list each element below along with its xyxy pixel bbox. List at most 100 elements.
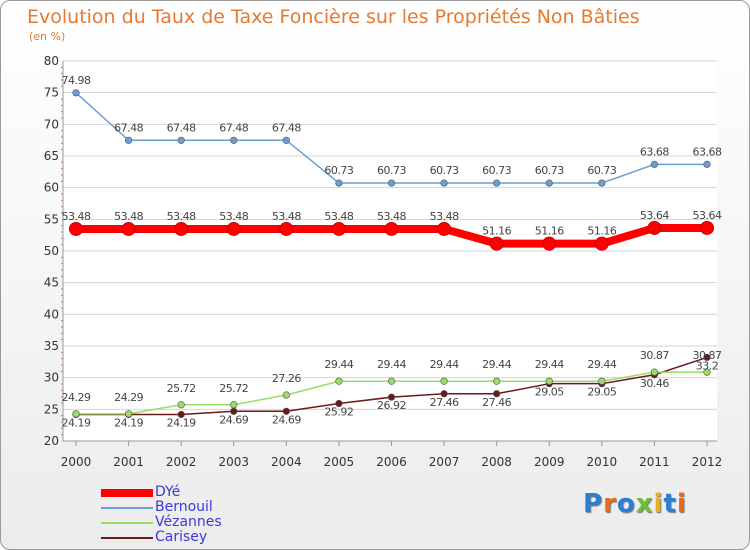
data-label: 63.68 (640, 145, 669, 158)
data-label: 25.72 (219, 382, 248, 395)
data-point (387, 393, 396, 401)
data-label: 60.73 (535, 164, 564, 177)
legend-label: Bernouil (155, 499, 213, 515)
data-point (177, 136, 185, 144)
data-point (124, 136, 133, 144)
series-lines (69, 89, 714, 419)
data-point (700, 220, 714, 235)
x-tick-label: 2005 (324, 455, 355, 469)
x-tick-label: 2009 (534, 455, 565, 469)
legend-label: Carisey (155, 529, 208, 545)
x-tick-label: 2001 (113, 455, 144, 469)
data-point (72, 89, 80, 97)
data-label: 67.48 (219, 121, 248, 134)
data-point (69, 221, 83, 236)
logo-letter: t (663, 489, 677, 519)
data-label: 29.05 (535, 386, 564, 399)
y-tick-label: 80 (44, 54, 59, 68)
y-tick-label: 25 (44, 402, 59, 416)
y-tick-label: 45 (44, 276, 59, 290)
data-label: 53.64 (693, 209, 722, 222)
data-point (124, 410, 133, 418)
data-point (440, 377, 448, 385)
legend-label: DYé (155, 484, 181, 500)
y-tick-label: 75 (44, 86, 59, 100)
data-point (230, 401, 238, 409)
data-label: 29.44 (535, 358, 564, 371)
data-label: 63.68 (693, 145, 722, 158)
x-tick-label: 2003 (218, 455, 249, 469)
data-point (387, 377, 396, 385)
proxiti-logo: Proxiti (583, 489, 687, 519)
data-point (598, 179, 606, 187)
data-point (545, 377, 553, 385)
data-label: 24.19 (167, 416, 196, 429)
data-point (650, 160, 659, 168)
data-label: 30.87 (693, 349, 722, 362)
x-tick-label: 2008 (481, 455, 512, 469)
x-tick-label: 2007 (429, 455, 460, 469)
data-label: 29.44 (587, 358, 616, 371)
data-label: 60.73 (430, 164, 459, 177)
data-label: 29.05 (587, 386, 616, 399)
legend-swatch (101, 522, 153, 524)
data-label: 25.72 (167, 382, 196, 395)
data-label: 51.16 (587, 225, 616, 238)
data-label: 60.73 (587, 164, 616, 177)
legend-swatch (101, 489, 153, 497)
data-point (226, 221, 241, 236)
y-tick-label: 55 (44, 212, 59, 226)
data-point (703, 353, 711, 362)
data-label: 53.48 (114, 210, 143, 223)
data-point (174, 221, 189, 236)
data-label: 30.46 (640, 377, 669, 390)
x-tick-label: 2004 (271, 455, 302, 469)
data-point (594, 236, 609, 251)
data-point (387, 179, 396, 187)
data-point (121, 221, 136, 236)
axes: 20 25 30 35 40 45 50 55 60 65 70 75 80 2000 2001 2002 20… (44, 54, 723, 469)
data-point (493, 390, 501, 398)
data-point (493, 179, 501, 187)
data-label: 27.26 (272, 372, 301, 385)
y-tick-label: 70 (44, 117, 59, 131)
y-tick-label: 65 (44, 149, 59, 163)
data-point (331, 221, 346, 236)
data-label: 67.48 (272, 121, 301, 134)
data-label: 53.48 (219, 210, 248, 223)
y-tick-label: 20 (44, 434, 59, 448)
data-point (282, 136, 290, 144)
data-point (703, 160, 711, 168)
data-point (650, 368, 659, 376)
data-point (542, 236, 557, 251)
data-label: 60.73 (377, 164, 406, 177)
data-point (282, 407, 290, 415)
grid-lines (63, 60, 717, 442)
legend-swatch (101, 507, 153, 509)
x-tick-label: 2011 (639, 455, 670, 469)
data-label: 53.48 (167, 210, 196, 223)
data-label: 33.2 (696, 359, 719, 372)
data-point (384, 221, 399, 236)
data-point (335, 179, 343, 187)
data-label: 24.19 (62, 416, 91, 429)
data-label: 24.69 (272, 413, 301, 426)
y-tick-label: 40 (44, 307, 59, 321)
data-label: 25.92 (324, 406, 353, 419)
data-label: 29.44 (430, 358, 459, 371)
data-label: 60.73 (324, 164, 353, 177)
legend-swatch (101, 537, 153, 539)
logo-letter: i (653, 489, 664, 519)
data-point (703, 368, 711, 376)
y-tick-label: 60 (44, 181, 59, 195)
data-label: 27.46 (482, 396, 511, 409)
logo-letter: P (583, 489, 604, 519)
x-tick-label: 2000 (61, 455, 92, 469)
data-point (177, 410, 185, 419)
data-label: 24.69 (219, 413, 248, 426)
data-label: 51.16 (535, 225, 564, 238)
data-label: 30.87 (640, 349, 669, 362)
data-label: 27.46 (430, 396, 459, 409)
data-point (335, 399, 343, 408)
